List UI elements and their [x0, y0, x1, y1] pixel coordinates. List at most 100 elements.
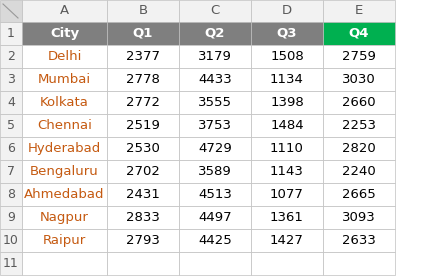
Bar [0, 45, 22, 68]
Text: 2660: 2660 [341, 96, 375, 109]
Text: E: E [354, 4, 362, 18]
Bar [322, 114, 394, 137]
Text: 2253: 2253 [341, 119, 375, 132]
Bar [322, 91, 394, 114]
Text: Q1: Q1 [133, 27, 153, 40]
Bar [22, 206, 107, 229]
Text: Kolkata: Kolkata [40, 96, 89, 109]
Text: 3093: 3093 [341, 211, 375, 224]
Bar [251, 68, 322, 91]
Text: 4425: 4425 [198, 234, 231, 247]
Bar [107, 0, 179, 22]
Bar [0, 22, 22, 45]
Text: 5: 5 [7, 119, 15, 132]
Bar [322, 0, 394, 22]
Text: Chennai: Chennai [37, 119, 92, 132]
Text: Mumbai: Mumbai [38, 73, 91, 86]
Bar [107, 160, 179, 183]
Text: 2702: 2702 [126, 165, 159, 178]
Text: 1427: 1427 [269, 234, 303, 247]
Text: 1: 1 [7, 27, 15, 40]
Text: 3753: 3753 [198, 119, 231, 132]
Text: Ahmedabad: Ahmedabad [24, 188, 105, 201]
Bar [179, 183, 251, 206]
Text: 2530: 2530 [126, 142, 159, 155]
Bar [0, 114, 22, 137]
Text: Q2: Q2 [205, 27, 225, 40]
Text: 4497: 4497 [198, 211, 231, 224]
Bar [251, 160, 322, 183]
Text: 3030: 3030 [341, 73, 375, 86]
Bar [107, 229, 179, 252]
Bar [0, 68, 22, 91]
Text: 2772: 2772 [126, 96, 159, 109]
Bar [322, 160, 394, 183]
Text: 1398: 1398 [269, 96, 303, 109]
Bar [179, 0, 251, 22]
Bar [107, 45, 179, 68]
Bar [179, 91, 251, 114]
Text: 2833: 2833 [126, 211, 159, 224]
Text: 9: 9 [7, 211, 15, 224]
Text: 2820: 2820 [341, 142, 375, 155]
Bar [22, 137, 107, 160]
Bar [251, 114, 322, 137]
Text: 11: 11 [3, 257, 19, 270]
Text: Q4: Q4 [348, 27, 368, 40]
Text: 2377: 2377 [126, 50, 159, 63]
Text: 1508: 1508 [269, 50, 303, 63]
Bar [0, 183, 22, 206]
Bar [179, 22, 251, 45]
Bar [251, 252, 322, 275]
Text: Nagpur: Nagpur [40, 211, 89, 224]
Bar [107, 183, 179, 206]
Bar [0, 0, 22, 22]
Bar [179, 252, 251, 275]
Bar [107, 114, 179, 137]
Bar [322, 45, 394, 68]
Text: Q3: Q3 [276, 27, 297, 40]
Text: B: B [138, 4, 147, 18]
Text: 3589: 3589 [198, 165, 231, 178]
Text: 3: 3 [7, 73, 15, 86]
Bar [107, 137, 179, 160]
Bar [0, 252, 22, 275]
Bar [22, 229, 107, 252]
Bar [179, 114, 251, 137]
Bar [22, 45, 107, 68]
Bar [0, 137, 22, 160]
Text: D: D [281, 4, 291, 18]
Text: 1077: 1077 [269, 188, 303, 201]
Text: 2240: 2240 [341, 165, 375, 178]
Bar [251, 183, 322, 206]
Bar [179, 68, 251, 91]
Bar [251, 22, 322, 45]
Text: 4: 4 [7, 96, 15, 109]
Bar [322, 229, 394, 252]
Bar [22, 160, 107, 183]
Bar [179, 229, 251, 252]
Bar [251, 0, 322, 22]
Bar [107, 252, 179, 275]
Bar [322, 183, 394, 206]
Bar [0, 91, 22, 114]
Text: Raipur: Raipur [43, 234, 86, 247]
Bar [107, 206, 179, 229]
Bar [22, 91, 107, 114]
Text: 2778: 2778 [126, 73, 159, 86]
Text: 10: 10 [3, 234, 19, 247]
Bar [322, 68, 394, 91]
Text: A: A [60, 4, 69, 18]
Bar [22, 183, 107, 206]
Bar [0, 160, 22, 183]
Bar [107, 22, 179, 45]
Bar [251, 229, 322, 252]
Bar [179, 45, 251, 68]
Bar [0, 229, 22, 252]
Bar [179, 206, 251, 229]
Bar [22, 68, 107, 91]
Text: 1361: 1361 [269, 211, 303, 224]
Text: 2793: 2793 [126, 234, 159, 247]
Text: 6: 6 [7, 142, 15, 155]
Text: 4513: 4513 [198, 188, 231, 201]
